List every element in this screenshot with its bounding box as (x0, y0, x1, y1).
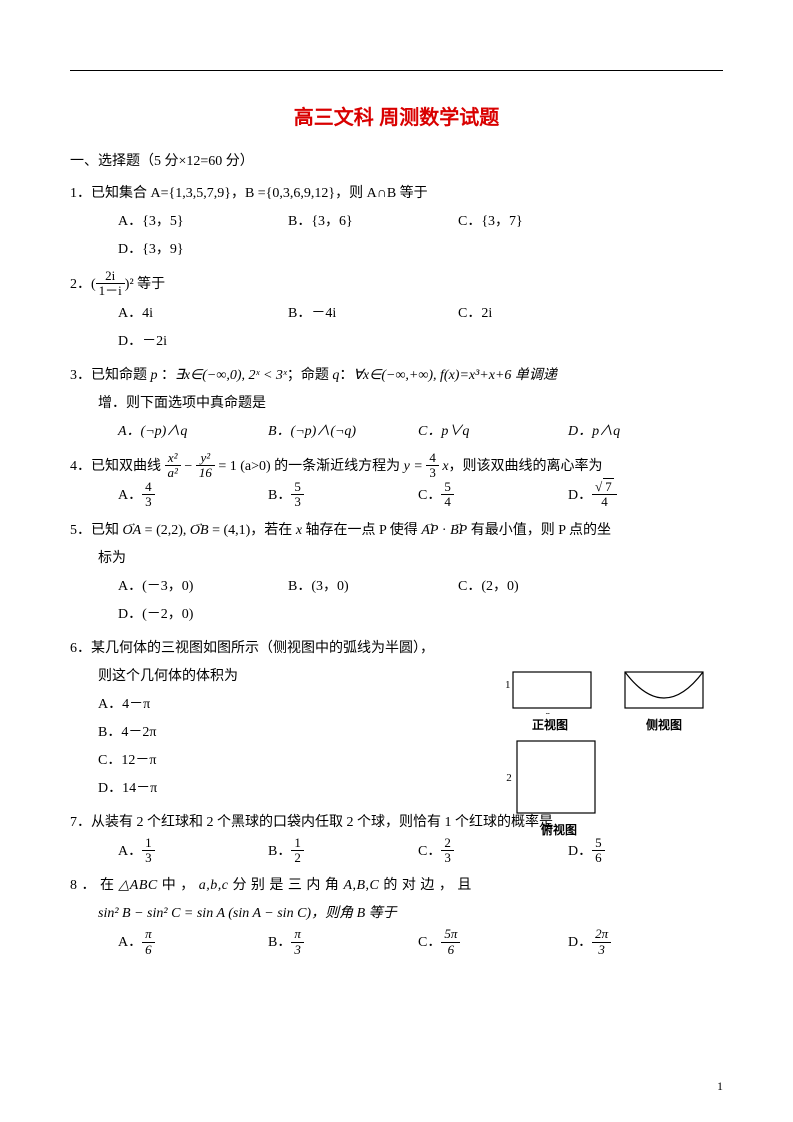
q3-opt-a: A．(¬p)∧q (118, 418, 268, 446)
question-1: 1．已知集合 A={1,3,5,7,9}，B ={0,3,6,9,12}，则 A… (70, 180, 723, 264)
q5-l2: 标为 (70, 545, 723, 573)
q2-pre: 2．( (70, 277, 96, 292)
q2-options: A．4i B．－4i C．2i D．－2i (70, 300, 723, 356)
q6-l2: 则这个几何体的体积为 (70, 663, 483, 691)
q3-l1: 3．已知命题 p ：∃x∈(−∞,0), 2ˣ < 3ˣ；命题 q：∀x∈(−∞… (70, 362, 723, 390)
q1-options: A．{3，5} B．{3，6} C．{3，7} D．{3，9} (70, 208, 723, 264)
question-8: 8 ． 在 △ABC 中 ， a,b,c 分 别 是 三 内 角 A,B,C 的… (70, 872, 723, 958)
q3-opt-c: C．p∨q (418, 418, 568, 446)
section-heading: 一、选择题（5 分×12=60 分） (70, 150, 723, 170)
q8-opt-d: D．2π3 (568, 928, 718, 958)
q7-options: A．13 B．12 C．23 D．56 (70, 837, 723, 867)
q4-opt-c: C．54 (418, 481, 568, 511)
q2-opt-a: A．4i (118, 300, 288, 328)
q6-stem: 6．某几何体的三视图如图所示（侧视图中的弧线为半圆）， (70, 635, 483, 663)
front-label: 正视图 (505, 716, 595, 733)
dim-h: 2 (545, 711, 551, 714)
q1-stem: 1．已知集合 A={1,3,5,7,9}，B ={0,3,6,9,12}，则 A… (70, 180, 723, 208)
question-5: 5．已知 OA = (2,2), OB = (4,1)，若在 x 轴存在一点 P… (70, 517, 723, 629)
q5-opt-b: B．(3，0) (288, 573, 458, 601)
q4-stem: 4．已知双曲线 x²a² − y²16 = 1 (a>0) 的一条渐近线方程为 … (70, 452, 723, 482)
page-title: 高三文科 周测数学试题 (70, 101, 723, 130)
q4-options: A．43 B．53 C．54 D．√74 (70, 481, 723, 511)
q5-options: A．(－3，0) B．(3，0) C．(2，0) D．(－2，0) (70, 573, 723, 629)
q2-frac: 2i1－i (96, 269, 125, 299)
fig-row-1: 1 2 正视图 侧视图 (505, 664, 715, 733)
page: 高三文科 周测数学试题 一、选择题（5 分×12=60 分） 1．已知集合 A=… (0, 0, 793, 1122)
q8-options: A．π6 B．π3 C．5π6 D．2π3 (70, 928, 723, 958)
q7-opt-a: A．13 (118, 837, 268, 867)
q3-opt-d: D．p∧q (568, 418, 718, 446)
q4-opt-b: B．53 (268, 481, 418, 511)
q2-opt-c: C．2i (458, 300, 628, 328)
question-3: 3．已知命题 p ：∃x∈(−∞,0), 2ˣ < 3ˣ；命题 q：∀x∈(−∞… (70, 362, 723, 446)
question-7: 7．从装有 2 个红球和 2 个黑球的口袋内任取 2 个球，则恰有 1 个红球的… (70, 809, 723, 867)
dim-v: 2 (506, 772, 512, 784)
question-4: 4．已知双曲线 x²a² − y²16 = 1 (a>0) 的一条渐近线方程为 … (70, 452, 723, 511)
q7-opt-b: B．12 (268, 837, 418, 867)
page-number: 1 (717, 1079, 723, 1094)
q5-l1: 5．已知 OA = (2,2), OB = (4,1)，若在 x 轴存在一点 P… (70, 517, 723, 545)
q2-opt-b: B．－4i (288, 300, 458, 328)
dim-top: 1 (505, 679, 511, 691)
q5-opt-a: A．(－3，0) (118, 573, 288, 601)
q7-opt-c: C．23 (418, 837, 568, 867)
q1-opt-c: C．{3，7} (458, 208, 628, 236)
q2-opt-d: D．－2i (118, 328, 288, 356)
q4-opt-a: A．43 (118, 481, 268, 511)
q2-stem: 2．(2i1－i)² 等于 (70, 270, 723, 300)
q3-options: A．(¬p)∧q B．(¬p)∧(¬q) C．p∨q D．p∧q (70, 418, 723, 446)
top-view-svg: 2 (505, 739, 601, 819)
q7-stem: 7．从装有 2 个红球和 2 个黑球的口袋内任取 2 个球，则恰有 1 个红球的… (70, 809, 723, 837)
side-view: 侧视图 (623, 664, 705, 733)
q6-opt-a: A．4－π (70, 691, 483, 719)
front-view: 1 2 正视图 (505, 664, 595, 733)
q1-opt-d: D．{3，9} (118, 236, 288, 264)
top-rule (70, 70, 723, 71)
side-label: 侧视图 (623, 716, 705, 733)
side-view-svg (623, 664, 705, 714)
question-2: 2．(2i1－i)² 等于 A．4i B．－4i C．2i D．－2i (70, 270, 723, 356)
q8-opt-b: B．π3 (268, 928, 418, 958)
q1-opt-b: B．{3，6} (288, 208, 458, 236)
q2-post: )² 等于 (125, 277, 165, 292)
q6-opt-d: D．14－π (70, 775, 483, 803)
q6-opt-b: B．4－2π (70, 719, 483, 747)
q8-l2: sin² B − sin² C = sin A (sin A − sin C)，… (70, 900, 723, 928)
q6-opt-c: C．12－π (70, 747, 483, 775)
q8-opt-c: C．5π6 (418, 928, 568, 958)
front-view-svg: 1 2 (505, 664, 595, 714)
q8-l1: 8 ． 在 △ABC 中 ， a,b,c 分 别 是 三 内 角 A,B,C 的… (70, 872, 723, 900)
q5-opt-c: C．(2，0) (458, 573, 628, 601)
q7-opt-d: D．56 (568, 837, 718, 867)
q3-l2: 增．则下面选项中真命题是 (70, 390, 723, 418)
q8-opt-a: A．π6 (118, 928, 268, 958)
q4-opt-d: D．√74 (568, 481, 718, 511)
q1-opt-a: A．{3，5} (118, 208, 288, 236)
q3-opt-b: B．(¬p)∧(¬q) (268, 418, 418, 446)
q5-opt-d: D．(－2，0) (118, 601, 288, 629)
